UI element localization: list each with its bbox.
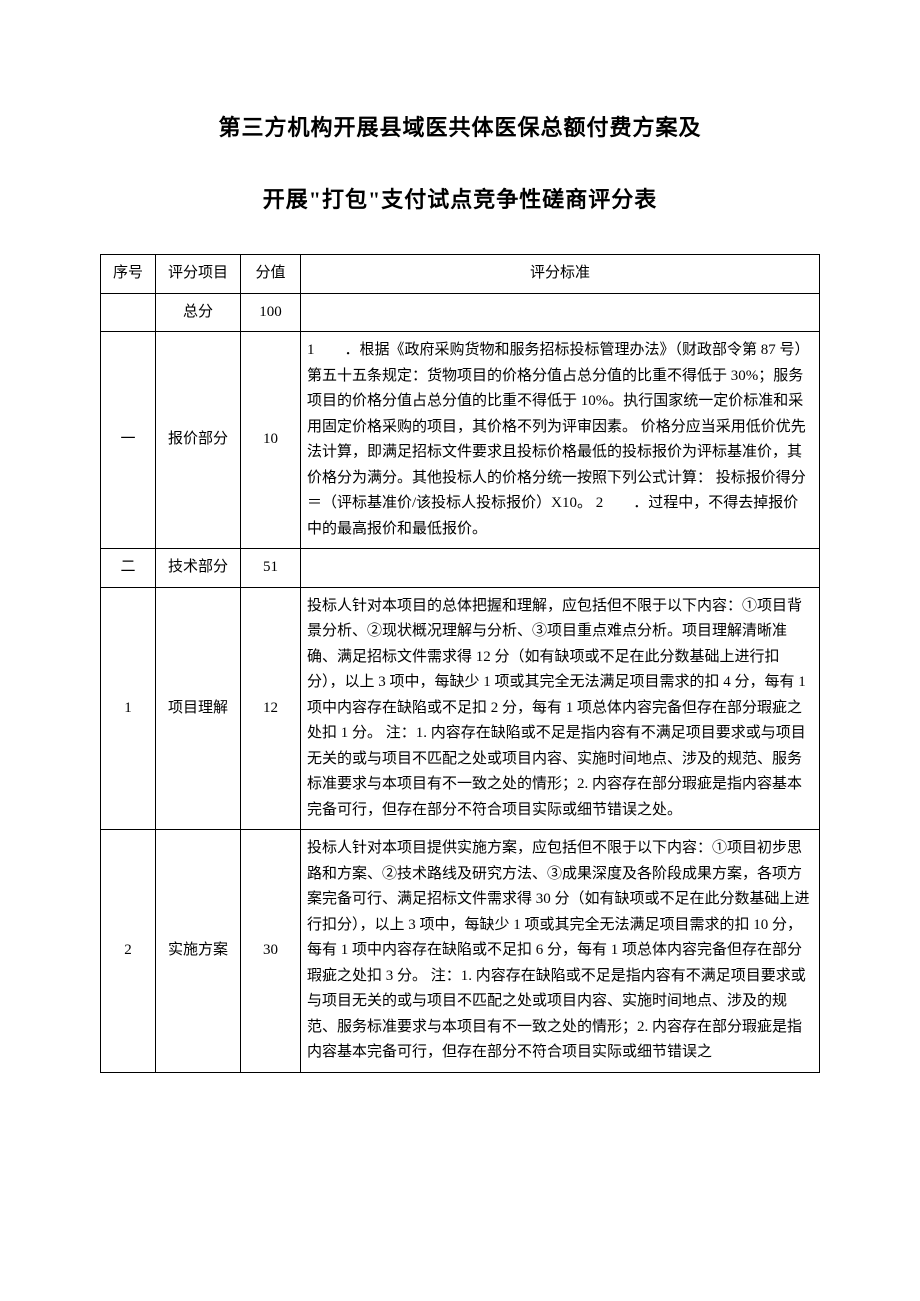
cell-score: 10 <box>241 332 301 549</box>
cell-item: 技术部分 <box>156 549 241 588</box>
title-line-1: 第三方机构开展县域医共体医保总额付费方案及 <box>100 110 820 142</box>
row-section-2: 二 技术部分 51 <box>101 549 820 588</box>
title-line-2: 开展"打包"支付试点竞争性磋商评分表 <box>100 182 820 214</box>
row-2-1: 1 项目理解 12 投标人针对本项目的总体把握和理解，应包括但不限于以下内容：①… <box>101 587 820 830</box>
cell-item: 报价部分 <box>156 332 241 549</box>
header-seq: 序号 <box>101 255 156 294</box>
cell-score: 100 <box>241 293 301 332</box>
cell-seq: 1 <box>101 587 156 830</box>
cell-seq: 一 <box>101 332 156 549</box>
cell-seq: 2 <box>101 830 156 1073</box>
cell-seq <box>101 293 156 332</box>
cell-criteria: 1 ．根据《政府采购货物和服务招标投标管理办法》（财政部令第 87 号）第五十五… <box>301 332 820 549</box>
cell-item: 项目理解 <box>156 587 241 830</box>
header-item: 评分项目 <box>156 255 241 294</box>
cell-score: 51 <box>241 549 301 588</box>
header-criteria: 评分标准 <box>301 255 820 294</box>
scoring-table: 序号 评分项目 分值 评分标准 总分 100 一 报价部分 10 1 ．根据《政… <box>100 254 820 1073</box>
row-2-2: 2 实施方案 30 投标人针对本项目提供实施方案，应包括但不限于以下内容：①项目… <box>101 830 820 1073</box>
cell-item: 实施方案 <box>156 830 241 1073</box>
cell-seq: 二 <box>101 549 156 588</box>
cell-criteria: 投标人针对本项目的总体把握和理解，应包括但不限于以下内容：①项目背景分析、②现状… <box>301 587 820 830</box>
header-score: 分值 <box>241 255 301 294</box>
cell-score: 30 <box>241 830 301 1073</box>
cell-score: 12 <box>241 587 301 830</box>
cell-criteria <box>301 293 820 332</box>
cell-criteria <box>301 549 820 588</box>
header-row: 序号 评分项目 分值 评分标准 <box>101 255 820 294</box>
row-total: 总分 100 <box>101 293 820 332</box>
page: 第三方机构开展县域医共体医保总额付费方案及 开展"打包"支付试点竞争性磋商评分表… <box>0 0 920 1133</box>
cell-criteria: 投标人针对本项目提供实施方案，应包括但不限于以下内容：①项目初步思路和方案、②技… <box>301 830 820 1073</box>
cell-item: 总分 <box>156 293 241 332</box>
row-section-1: 一 报价部分 10 1 ．根据《政府采购货物和服务招标投标管理办法》（财政部令第… <box>101 332 820 549</box>
